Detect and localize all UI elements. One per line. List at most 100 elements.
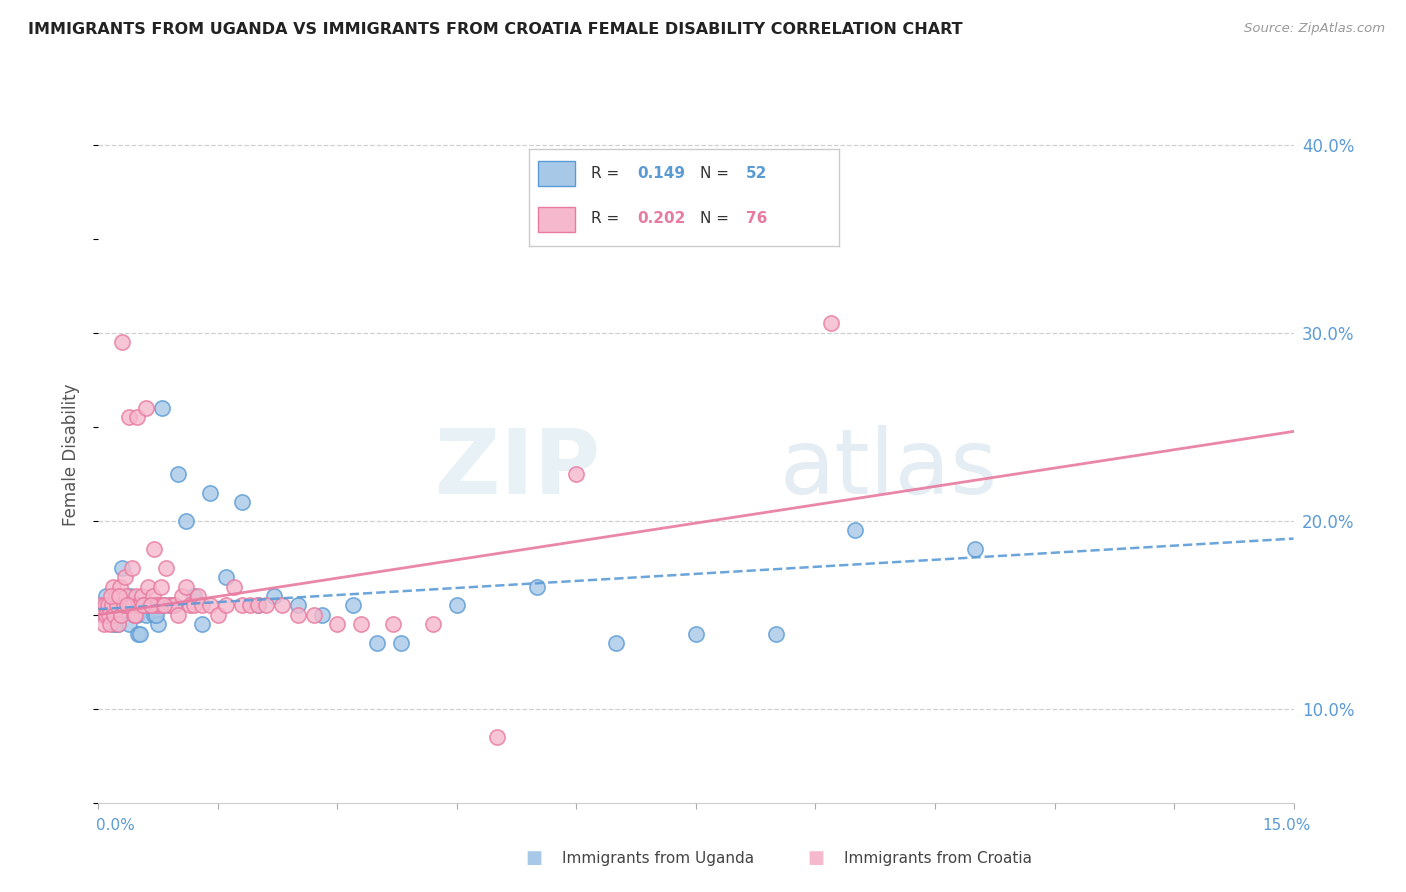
Point bbox=[159, 599, 181, 613]
Point bbox=[150, 401, 173, 415]
Point bbox=[117, 599, 139, 613]
Point bbox=[231, 599, 253, 613]
Point bbox=[131, 589, 153, 603]
Point bbox=[91, 607, 114, 622]
Point bbox=[246, 599, 269, 613]
Point bbox=[108, 589, 131, 603]
Point bbox=[239, 599, 262, 613]
Text: ■: ■ bbox=[526, 849, 543, 867]
Point bbox=[526, 580, 548, 594]
Point bbox=[311, 607, 333, 622]
Point bbox=[104, 589, 127, 603]
Point bbox=[179, 599, 201, 613]
Point bbox=[148, 617, 170, 632]
Point bbox=[115, 599, 138, 613]
Point bbox=[118, 617, 141, 632]
Point bbox=[382, 617, 405, 632]
Point bbox=[844, 523, 866, 537]
Point bbox=[98, 607, 122, 622]
Point bbox=[136, 580, 159, 594]
Point bbox=[422, 617, 444, 632]
Point bbox=[101, 580, 124, 594]
Point bbox=[93, 617, 115, 632]
Point bbox=[96, 589, 118, 603]
Point bbox=[167, 467, 190, 481]
Point bbox=[132, 599, 155, 613]
Point bbox=[246, 599, 269, 613]
Point bbox=[125, 410, 148, 425]
Point bbox=[174, 514, 197, 528]
Point bbox=[270, 599, 292, 613]
Point bbox=[163, 599, 186, 613]
Point bbox=[183, 589, 205, 603]
Point bbox=[159, 599, 181, 613]
Point bbox=[143, 607, 166, 622]
Point bbox=[139, 599, 162, 613]
Text: Immigrants from Croatia: Immigrants from Croatia bbox=[844, 851, 1032, 865]
Point bbox=[124, 607, 146, 622]
Point bbox=[91, 599, 114, 613]
Point bbox=[101, 617, 124, 632]
Text: atlas: atlas bbox=[779, 425, 998, 513]
Point bbox=[605, 636, 627, 650]
Point bbox=[142, 589, 165, 603]
Point bbox=[145, 607, 167, 622]
Point bbox=[121, 599, 143, 613]
Point bbox=[350, 617, 373, 632]
Point bbox=[97, 607, 120, 622]
Text: ■: ■ bbox=[807, 849, 824, 867]
Point bbox=[124, 607, 146, 622]
Point bbox=[105, 599, 128, 613]
Point bbox=[128, 626, 150, 640]
Point bbox=[820, 316, 842, 330]
Point bbox=[187, 589, 209, 603]
Point bbox=[163, 599, 186, 613]
Point bbox=[115, 599, 138, 613]
Y-axis label: Female Disability: Female Disability bbox=[62, 384, 80, 526]
Point bbox=[565, 467, 588, 481]
Point bbox=[125, 607, 148, 622]
Point bbox=[287, 599, 309, 613]
Point bbox=[183, 599, 205, 613]
Point bbox=[389, 636, 412, 650]
Point bbox=[112, 599, 135, 613]
Point bbox=[198, 599, 221, 613]
Point bbox=[167, 607, 190, 622]
Point bbox=[94, 599, 117, 613]
Point bbox=[104, 617, 127, 632]
Point bbox=[254, 599, 277, 613]
Point bbox=[100, 589, 122, 603]
Point bbox=[191, 599, 214, 613]
Point bbox=[215, 599, 238, 613]
Point bbox=[107, 617, 129, 632]
Point bbox=[132, 599, 155, 613]
Point bbox=[215, 570, 238, 584]
Point bbox=[263, 589, 285, 603]
Text: ZIP: ZIP bbox=[436, 425, 600, 513]
Point bbox=[174, 580, 197, 594]
Point bbox=[124, 599, 146, 613]
Point bbox=[111, 335, 134, 350]
Point bbox=[149, 580, 172, 594]
Text: Immigrants from Uganda: Immigrants from Uganda bbox=[562, 851, 755, 865]
Text: 15.0%: 15.0% bbox=[1263, 818, 1310, 832]
Point bbox=[143, 541, 166, 556]
Point bbox=[152, 599, 174, 613]
Point bbox=[342, 599, 364, 613]
Point bbox=[103, 607, 125, 622]
Point bbox=[302, 607, 325, 622]
Point bbox=[125, 589, 148, 603]
Point bbox=[366, 636, 388, 650]
Point bbox=[107, 617, 129, 632]
Point bbox=[120, 599, 142, 613]
Point bbox=[112, 599, 135, 613]
Point bbox=[198, 485, 221, 500]
Point bbox=[135, 607, 157, 622]
Point bbox=[963, 541, 986, 556]
Point bbox=[145, 599, 167, 613]
Point bbox=[287, 607, 309, 622]
Point bbox=[127, 599, 149, 613]
Point bbox=[685, 626, 707, 640]
Point bbox=[121, 599, 143, 613]
Point bbox=[98, 617, 122, 632]
